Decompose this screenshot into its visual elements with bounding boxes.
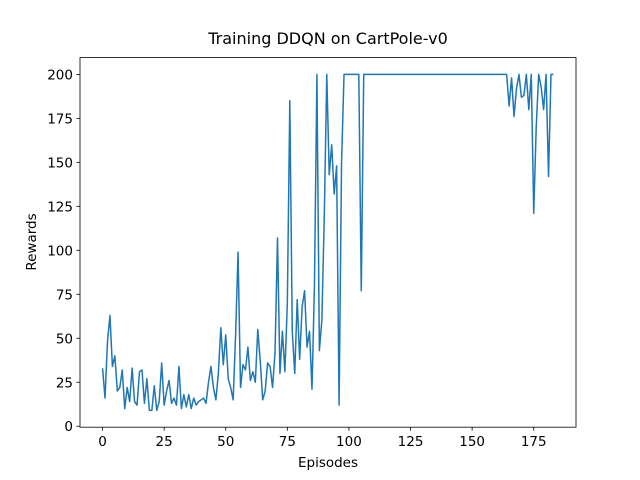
x-axis-label: Episodes [298,455,358,471]
y-tick-label: 75 [56,287,73,303]
y-tick-label: 150 [47,155,73,171]
y-tick-label: 50 [56,331,73,347]
x-tick-label: 50 [217,434,234,450]
y-tick-label: 100 [47,243,73,259]
y-tick-label: 25 [56,375,73,391]
x-tick-label: 25 [156,434,173,450]
y-tick-label: 200 [47,67,73,83]
y-tick-label: 125 [47,199,73,215]
x-tick-label: 100 [336,434,362,450]
x-tick-label: 0 [98,434,107,450]
chart-title: Training DDQN on CartPole-v0 [207,29,448,48]
x-tick-label: 75 [279,434,296,450]
axes-frame [79,57,577,428]
x-tick-label: 150 [459,434,485,450]
data-line [101,73,554,412]
x-tick-label: 175 [521,434,547,450]
y-axis-label: Rewards [24,213,40,270]
y-tick-label: 175 [47,111,73,127]
x-tick-label: 125 [398,434,424,450]
y-tick-label: 0 [64,419,73,435]
